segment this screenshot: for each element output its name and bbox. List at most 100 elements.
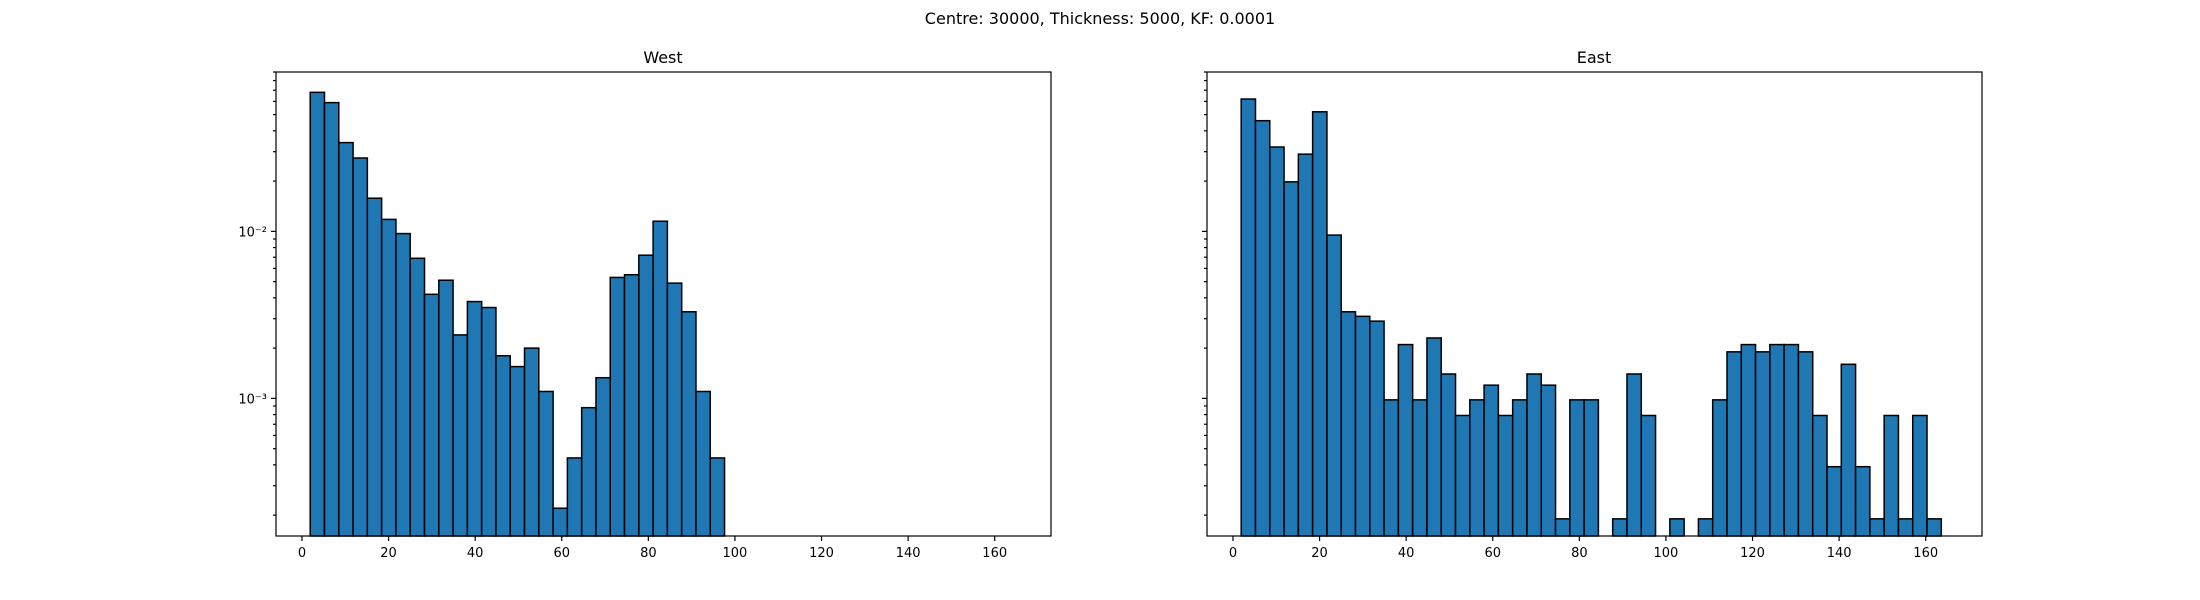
west-bar-27 xyxy=(695,390,712,537)
west-bar-0 xyxy=(309,91,326,537)
east-bar-13 xyxy=(1426,337,1442,537)
west-bar-23 xyxy=(638,254,654,537)
east-bar-22 xyxy=(1554,518,1571,537)
east-bar-9 xyxy=(1369,320,1385,537)
east-bar-18 xyxy=(1497,414,1514,537)
west-bar-6 xyxy=(395,232,411,537)
east-bar-46 xyxy=(1897,518,1914,537)
east-bar-27 xyxy=(1626,373,1643,537)
west-bar-10 xyxy=(452,334,469,537)
west-bar-22 xyxy=(623,273,640,537)
east-bar-35 xyxy=(1740,343,1757,537)
west-bar-2 xyxy=(338,141,354,537)
east-bar-45 xyxy=(1883,414,1900,537)
east-xtick-label-8: 160 xyxy=(1913,546,1938,561)
west-xtick-label-7: 140 xyxy=(896,546,921,561)
west-bar-15 xyxy=(523,347,540,537)
east-bar-40 xyxy=(1811,414,1828,537)
west-ytick-label-1: 10⁻³ xyxy=(238,392,267,407)
west-bar-8 xyxy=(423,293,440,537)
east-bar-19 xyxy=(1511,399,1528,537)
east-bar-38 xyxy=(1783,343,1800,537)
west-bar-17 xyxy=(552,507,569,537)
east-bar-39 xyxy=(1797,351,1814,537)
west-bar-4 xyxy=(366,197,383,537)
east-bar-12 xyxy=(1411,399,1428,537)
west-bar-7 xyxy=(409,257,426,537)
west-bar-26 xyxy=(680,311,697,537)
east-bar-44 xyxy=(1869,518,1885,537)
east-plot-frame xyxy=(1206,71,1983,537)
west-xtick-label-8: 160 xyxy=(982,546,1007,561)
west-bar-1 xyxy=(323,101,340,537)
east-bar-3 xyxy=(1283,181,1300,537)
east-bar-42 xyxy=(1840,363,1857,537)
west-title: West xyxy=(643,48,682,67)
west-xtick-label-3: 60 xyxy=(553,546,570,561)
west-bar-24 xyxy=(652,220,669,537)
east-bar-15 xyxy=(1454,414,1471,537)
east-bar-7 xyxy=(1340,311,1357,537)
east-bar-11 xyxy=(1397,343,1414,537)
west-histogram: West 0 20 40 60 80 100 120 140 160 10⁻² 10⁻³ xyxy=(238,48,1052,561)
east-bar-28 xyxy=(1640,414,1657,537)
west-bar-11 xyxy=(466,300,483,537)
west-xtick-label-6: 120 xyxy=(809,546,834,561)
east-xtick-label-1: 20 xyxy=(1311,546,1328,561)
east-bar-43 xyxy=(1854,465,1871,537)
east-bar-17 xyxy=(1483,384,1500,537)
east-bar-14 xyxy=(1440,373,1457,537)
east-xtick-label-4: 80 xyxy=(1571,546,1588,561)
west-xtick-label-2: 40 xyxy=(467,546,484,561)
east-bar-4 xyxy=(1297,153,1314,537)
west-bar-3 xyxy=(352,157,369,537)
east-bar-33 xyxy=(1711,399,1728,537)
east-bar-16 xyxy=(1469,399,1485,537)
east-bar-37 xyxy=(1769,343,1785,537)
east-bar-24 xyxy=(1583,399,1600,537)
east-bar-10 xyxy=(1383,399,1400,537)
west-bar-28 xyxy=(709,457,726,537)
west-xtick-label-5: 100 xyxy=(723,546,748,561)
west-bar-16 xyxy=(538,390,554,537)
east-xtick-label-0: 0 xyxy=(1229,546,1237,561)
east-xtick-label-7: 140 xyxy=(1827,546,1852,561)
east-histogram: East 0 20 40 60 80 100 120 140 160 xyxy=(1202,48,1983,561)
east-bar-20 xyxy=(1526,373,1542,537)
east-bar-6 xyxy=(1326,234,1342,537)
east-xtick-label-6: 120 xyxy=(1740,546,1765,561)
west-bar-19 xyxy=(580,406,597,537)
east-title: East xyxy=(1577,48,1612,67)
east-bar-2 xyxy=(1269,146,1285,537)
east-bar-32 xyxy=(1697,518,1714,537)
west-bar-9 xyxy=(438,279,454,537)
east-bar-41 xyxy=(1826,465,1843,537)
west-bar-13 xyxy=(495,355,511,537)
east-bar-48 xyxy=(1926,518,1943,537)
east-bar-1 xyxy=(1254,119,1271,537)
east-bar-8 xyxy=(1354,315,1371,537)
west-bar-12 xyxy=(480,306,497,537)
east-xtick-label-3: 60 xyxy=(1484,546,1501,561)
east-bar-30 xyxy=(1669,518,1685,537)
east-xtick-label-2: 40 xyxy=(1398,546,1415,561)
east-bar-36 xyxy=(1754,351,1771,537)
west-bar-20 xyxy=(595,376,612,537)
west-xtick-label-4: 80 xyxy=(640,546,657,561)
east-bar-47 xyxy=(1911,414,1928,537)
west-bar-25 xyxy=(666,282,683,537)
east-bar-23 xyxy=(1569,399,1585,537)
east-bar-5 xyxy=(1311,111,1328,537)
west-bar-18 xyxy=(566,457,583,537)
east-bar-26 xyxy=(1611,518,1628,537)
west-plot-frame xyxy=(275,71,1052,537)
west-xtick-label-1: 20 xyxy=(380,546,397,561)
west-bar-21 xyxy=(609,276,626,537)
east-bar-21 xyxy=(1540,384,1557,537)
east-xtick-label-5: 100 xyxy=(1654,546,1679,561)
west-ytick-label-0: 10⁻² xyxy=(238,225,267,240)
west-bar-14 xyxy=(509,365,526,537)
east-bar-34 xyxy=(1726,351,1743,537)
east-bar-0 xyxy=(1240,98,1257,537)
